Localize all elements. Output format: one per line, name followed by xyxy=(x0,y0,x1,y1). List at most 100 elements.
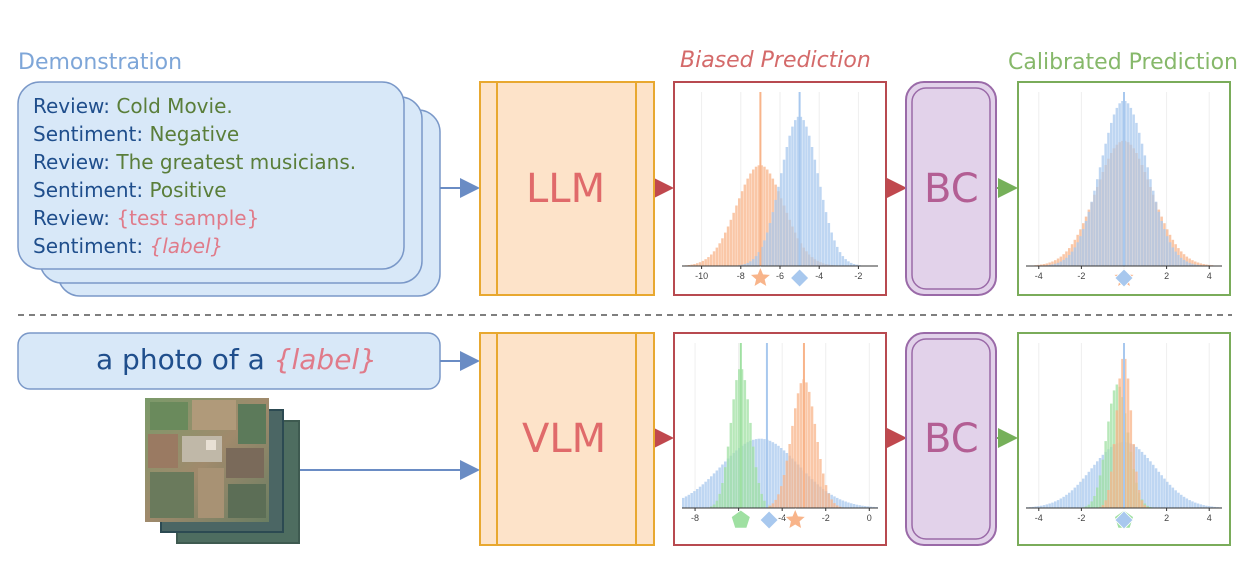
histogram-bar xyxy=(1138,449,1141,508)
histogram-bar xyxy=(1054,263,1057,266)
x-tick-label: 0 xyxy=(867,513,872,523)
x-tick-label: -6 xyxy=(776,271,784,281)
histogram-bar xyxy=(1166,236,1169,266)
histogram-bar xyxy=(743,380,747,508)
histogram-bar xyxy=(1042,264,1046,266)
prompt-text: a photo of a {label} xyxy=(96,343,378,376)
histogram-bar xyxy=(712,504,716,508)
satellite-image-stack xyxy=(145,398,300,544)
histogram-bar xyxy=(827,493,831,508)
biased-prediction-heading: Biased Prediction xyxy=(680,48,871,73)
histogram-bar xyxy=(1171,487,1175,508)
histogram-bar xyxy=(1149,179,1152,266)
histogram-bar xyxy=(743,264,747,266)
histogram-bar xyxy=(1101,459,1105,508)
histogram-bar xyxy=(693,491,696,508)
histogram-bar xyxy=(754,166,758,266)
histogram-bar xyxy=(1157,471,1161,508)
histogram-bar xyxy=(1068,492,1071,508)
histogram-bar xyxy=(693,264,696,266)
histogram-bar xyxy=(836,497,839,508)
histogram-bar xyxy=(1194,264,1197,266)
histogram-bar xyxy=(1205,264,1208,266)
histogram-bar xyxy=(1177,255,1180,266)
histogram-bar xyxy=(1194,261,1197,266)
histogram-bar xyxy=(757,252,761,266)
histogram-bar xyxy=(740,191,744,266)
histogram-bar xyxy=(1065,494,1068,508)
histogram-bar xyxy=(782,475,786,508)
histogram-bar xyxy=(760,246,763,266)
histogram-bar xyxy=(785,460,789,508)
histogram-bar xyxy=(1160,221,1163,266)
bc-label-top: BC xyxy=(924,166,979,212)
histogram-bar xyxy=(1076,484,1079,508)
histogram-bar xyxy=(1202,505,1205,508)
histogram-bar xyxy=(830,232,833,266)
histogram-bar xyxy=(1208,264,1211,266)
x-tick-label: -8 xyxy=(691,513,699,523)
diamond-marker xyxy=(1114,268,1134,288)
histogram-bar xyxy=(1082,478,1085,508)
histogram-bar xyxy=(1110,403,1113,508)
histogram-bar xyxy=(794,120,797,266)
histogram-bar xyxy=(1070,490,1074,508)
histogram-bar xyxy=(788,444,791,508)
histogram-bar xyxy=(780,486,783,508)
histogram-bar xyxy=(754,256,758,266)
histogram-bar xyxy=(855,504,859,508)
histogram-bar xyxy=(1124,358,1127,508)
histogram-bar xyxy=(872,506,875,508)
histogram-bar xyxy=(1056,262,1060,266)
biased-chart-frame-bottom xyxy=(673,332,887,546)
histogram-bar xyxy=(718,493,721,508)
histogram-bar xyxy=(768,440,772,508)
histogram-bar xyxy=(1096,487,1099,508)
vlm-label: VLM xyxy=(522,416,607,462)
histogram-bar xyxy=(766,169,769,266)
demo-line: Review: {test sample} xyxy=(33,206,260,230)
demo-line: Sentiment: Negative xyxy=(33,122,240,146)
histogram-bar xyxy=(802,120,805,266)
histogram-bar xyxy=(780,173,783,266)
histogram-bar xyxy=(827,223,831,266)
histogram-bar xyxy=(760,493,763,508)
star-marker xyxy=(783,507,807,530)
histogram-bar xyxy=(1059,261,1063,266)
histogram-bar xyxy=(763,240,766,266)
histogram-bar xyxy=(712,473,716,508)
histogram-bar xyxy=(1051,264,1054,266)
histogram-bar xyxy=(844,501,847,508)
histogram-bar xyxy=(1115,107,1119,267)
histogram-bar xyxy=(1110,471,1113,508)
histogram-bar xyxy=(864,506,867,508)
histogram-bar xyxy=(816,173,819,266)
histogram-bar xyxy=(780,448,783,508)
histogram-bar xyxy=(1188,500,1191,508)
histogram-bar xyxy=(768,223,772,266)
histogram-bar xyxy=(1138,132,1141,266)
histogram-bar xyxy=(735,205,738,266)
histogram-bar xyxy=(844,259,847,266)
histogram-bar xyxy=(1054,260,1057,266)
histogram-bar xyxy=(1185,261,1189,266)
histogram-bar xyxy=(1166,481,1169,508)
histogram-bar xyxy=(866,506,870,508)
histogram-bar xyxy=(726,226,730,266)
histogram-bar xyxy=(1107,421,1110,508)
histogram-bar xyxy=(682,497,685,508)
histogram-bar xyxy=(774,443,777,508)
histogram-bar xyxy=(1048,262,1051,266)
histogram-bar xyxy=(1048,264,1051,266)
histogram-bar xyxy=(810,147,814,266)
histogram-bar xyxy=(808,135,811,266)
histogram-bar xyxy=(1174,490,1177,508)
histogram-bar xyxy=(841,256,845,266)
histogram-bar xyxy=(1140,500,1144,508)
histogram-bar xyxy=(746,399,749,508)
histogram-bar xyxy=(833,503,836,508)
histogram-bar xyxy=(1037,506,1040,508)
histogram-bar xyxy=(690,264,693,266)
calibrated-prediction-heading: Calibrated Prediction xyxy=(1008,50,1238,75)
histogram-bar xyxy=(768,173,772,266)
